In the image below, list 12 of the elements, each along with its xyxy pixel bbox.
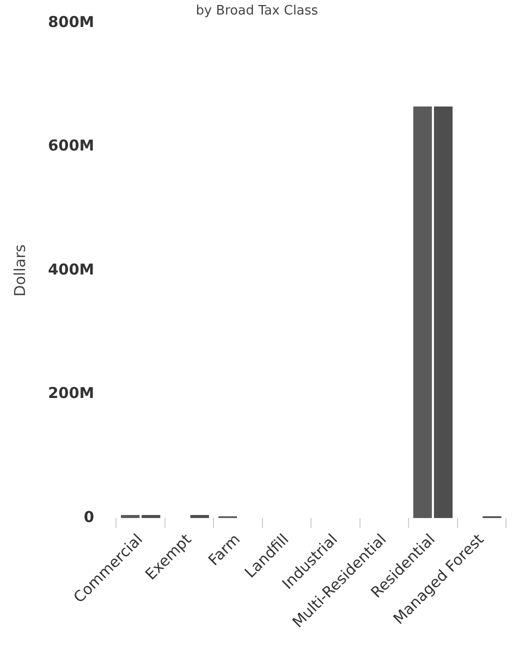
bar xyxy=(434,106,453,518)
y-tick-label: 200M xyxy=(48,384,94,402)
y-tick-label: 0 xyxy=(84,508,94,526)
chart-subtitle: by Broad Tax Class xyxy=(196,4,318,19)
bar xyxy=(190,515,209,518)
y-tick-label: 600M xyxy=(48,136,94,155)
bar xyxy=(142,515,160,518)
y-tick-label: 400M xyxy=(48,260,94,278)
bar xyxy=(413,106,432,518)
y-axis-title: Dollars xyxy=(10,244,29,297)
bar xyxy=(120,515,140,518)
y-tick-label: 800M xyxy=(48,12,94,31)
